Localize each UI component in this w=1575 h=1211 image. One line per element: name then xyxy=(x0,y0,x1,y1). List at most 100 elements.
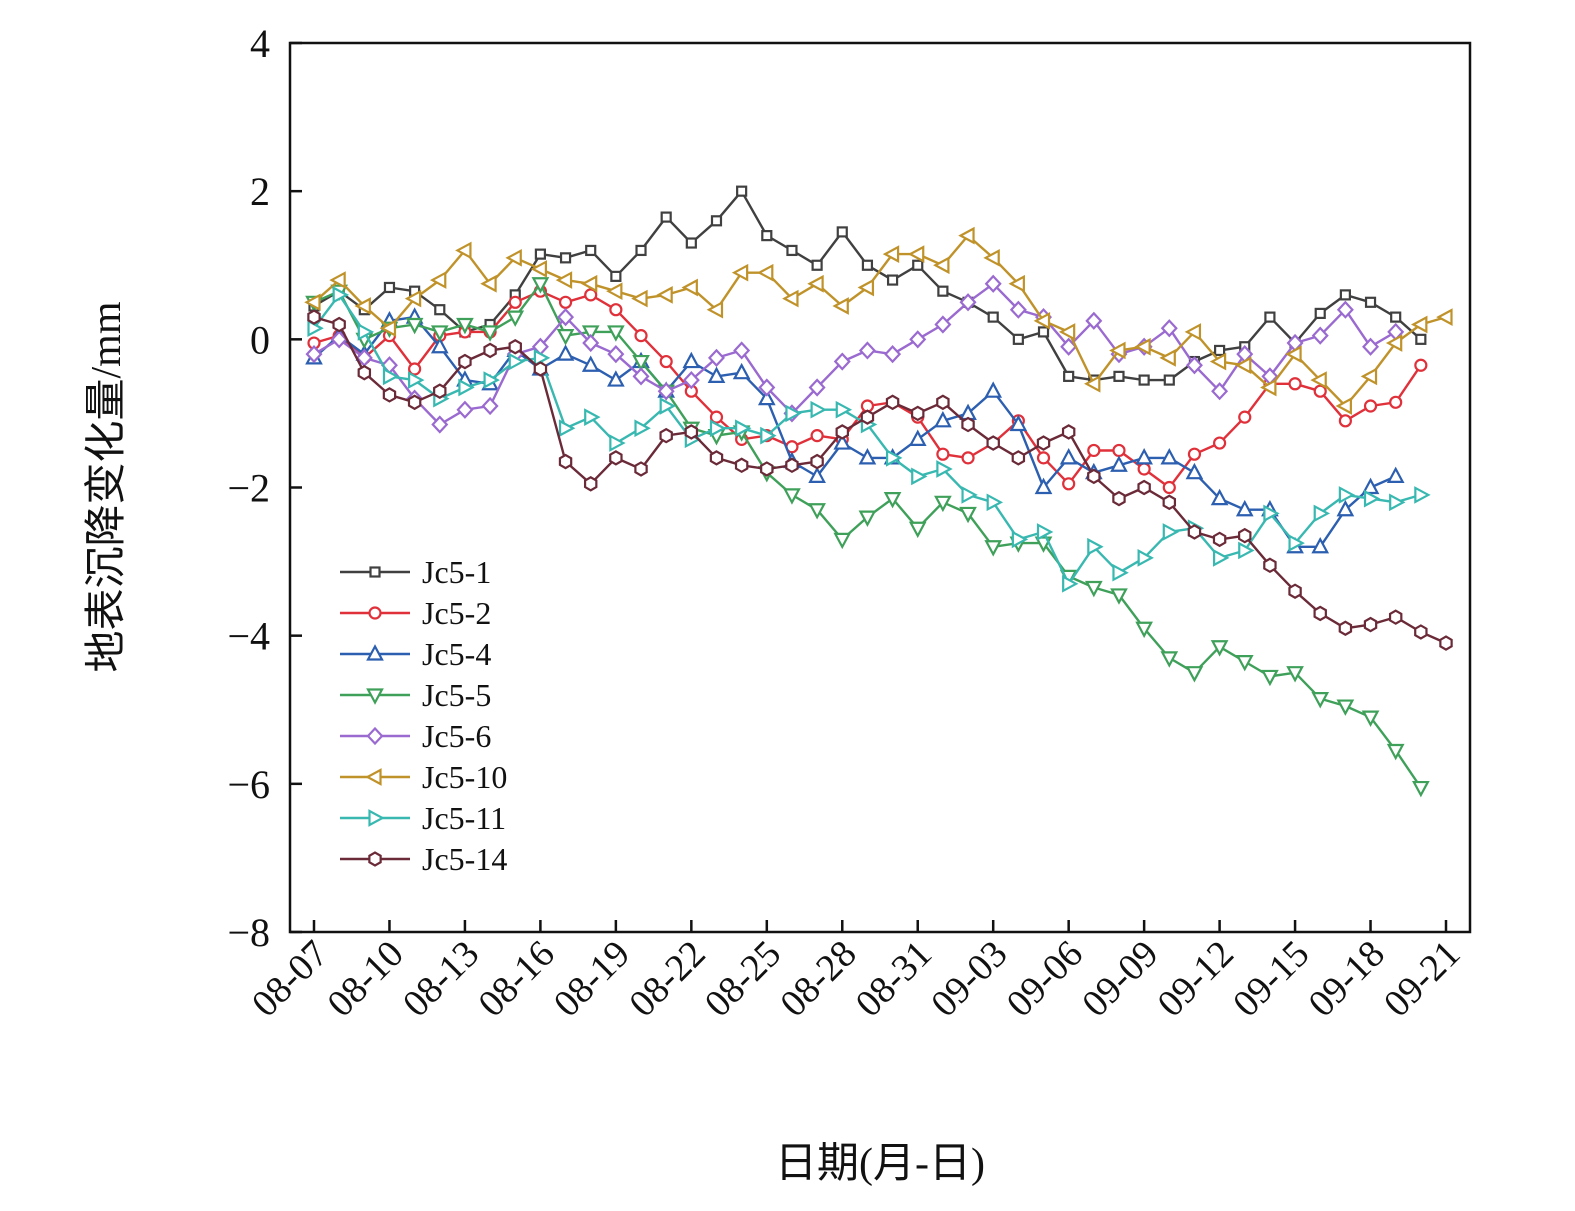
data-point-jc5-11 xyxy=(1011,530,1029,549)
data-point-jc5-6 xyxy=(1160,319,1178,338)
data-point-jc5-11 xyxy=(810,400,827,419)
data-point-jc5-5 xyxy=(1386,743,1405,761)
data-point-jc5-4 xyxy=(1160,448,1179,465)
y-axis: 4 2 0 −2 −4 −6 −8 xyxy=(227,21,302,955)
data-point-jc5-5 xyxy=(481,325,499,342)
data-point-jc5-1 xyxy=(1415,333,1427,345)
data-point-jc5-11 xyxy=(961,486,978,504)
series-jc5-10 xyxy=(304,226,1453,415)
x-tick-label: 09-12 xyxy=(1150,933,1242,1025)
legend-marker xyxy=(366,688,384,705)
data-point-jc5-1 xyxy=(1339,289,1351,301)
data-point-jc5-6 xyxy=(305,345,323,364)
data-point-jc5-6 xyxy=(481,396,499,416)
data-point-jc5-14 xyxy=(332,316,346,333)
data-point-jc5-10 xyxy=(706,300,724,319)
data-point-jc5-14 xyxy=(1263,557,1277,574)
data-point-jc5-6 xyxy=(557,307,575,327)
data-point-jc5-14 xyxy=(1061,424,1076,440)
data-point-jc5-1 xyxy=(736,185,748,197)
data-point-jc5-10 xyxy=(832,297,849,315)
data-point-jc5-14 xyxy=(709,450,724,466)
data-point-jc5-6 xyxy=(1060,337,1078,356)
x-tick-label: 08-25 xyxy=(697,933,789,1025)
data-point-jc5-10 xyxy=(606,282,623,301)
data-point-jc5-4 xyxy=(1059,448,1078,465)
data-point-jc5-14 xyxy=(911,405,925,422)
data-point-jc5-10 xyxy=(379,319,397,338)
data-point-jc5-5 xyxy=(430,325,449,342)
data-point-jc5-1 xyxy=(937,285,949,297)
data-point-jc5-11 xyxy=(634,419,651,438)
data-point-jc5-10 xyxy=(631,289,648,308)
data-point-jc5-1 xyxy=(1037,326,1050,338)
data-point-jc5-4 xyxy=(1210,488,1229,506)
data-point-jc5-10 xyxy=(656,286,673,304)
series-line-jc5-10 xyxy=(313,234,1447,408)
data-point-jc5-14 xyxy=(1338,620,1353,637)
data-point-jc5-6 xyxy=(431,415,449,434)
data-point-jc5-5 xyxy=(783,488,801,505)
data-point-jc5-11 xyxy=(558,419,576,438)
data-point-jc5-6 xyxy=(833,352,851,371)
data-point-jc5-11 xyxy=(1062,574,1079,593)
data-point-jc5-6 xyxy=(884,345,902,364)
data-point-jc5-2 xyxy=(1338,414,1352,428)
data-point-jc5-10 xyxy=(429,271,447,289)
data-point-jc5-4 xyxy=(1361,477,1380,495)
data-point-jc5-5 xyxy=(833,532,852,550)
series-line-jc5-4 xyxy=(313,315,1397,548)
data-point-jc5-4 xyxy=(1185,462,1204,480)
data-point-jc5-14 xyxy=(433,383,447,399)
data-point-jc5-11 xyxy=(1036,523,1054,541)
data-point-jc5-14 xyxy=(684,424,699,440)
data-point-jc5-14 xyxy=(961,416,975,433)
data-point-jc5-4 xyxy=(581,355,600,372)
data-point-jc5-5 xyxy=(1084,580,1103,598)
data-point-jc5-4 xyxy=(556,344,575,361)
data-point-jc5-14 xyxy=(1137,479,1151,496)
data-point-jc5-14 xyxy=(1238,527,1252,544)
data-point-jc5-1 xyxy=(836,226,848,238)
y-tick-label: −8 xyxy=(227,910,270,955)
data-point-jc5-6 xyxy=(1085,311,1103,330)
data-point-jc5-1 xyxy=(1138,374,1150,386)
data-point-jc5-10 xyxy=(505,249,522,267)
data-point-jc5-1 xyxy=(585,244,597,257)
data-point-jc5-11 xyxy=(835,400,853,419)
legend-label: Jc5-5 xyxy=(422,677,491,713)
data-point-jc5-11 xyxy=(1288,534,1305,552)
data-point-jc5-10 xyxy=(1436,308,1453,326)
data-point-jc5-1 xyxy=(685,237,697,249)
data-point-jc5-10 xyxy=(1335,397,1352,415)
data-point-jc5-2 xyxy=(1212,436,1227,450)
data-point-jc5-4 xyxy=(1235,499,1254,517)
x-tick-label: 09-03 xyxy=(923,933,1015,1025)
data-point-jc5-2 xyxy=(1112,443,1126,458)
legend-label: Jc5-4 xyxy=(422,636,491,672)
data-point-jc5-2 xyxy=(709,410,724,424)
data-point-jc5-1 xyxy=(1113,370,1125,382)
legend-marker xyxy=(368,606,382,620)
data-point-jc5-4 xyxy=(1034,477,1053,495)
x-tick-label: 08-16 xyxy=(470,933,562,1025)
data-point-jc5-4 xyxy=(430,336,449,354)
x-axis: 08-0708-1008-1308-1608-1908-2208-2508-28… xyxy=(244,920,1468,1025)
data-point-jc5-2 xyxy=(936,447,950,461)
data-point-jc5-6 xyxy=(984,274,1002,293)
legend-item-jc5-4: Jc5-4 xyxy=(340,636,491,672)
data-point-jc5-10 xyxy=(354,297,371,315)
legend-marker xyxy=(365,768,382,786)
x-tick-label: 09-18 xyxy=(1301,933,1393,1025)
x-axis-title: 日期(月-日) xyxy=(775,1141,985,1187)
data-point-jc5-10 xyxy=(782,289,799,308)
data-point-jc5-5 xyxy=(556,329,575,346)
data-point-jc5-10 xyxy=(1184,323,1202,341)
data-point-jc5-1 xyxy=(786,244,798,257)
data-point-jc5-4 xyxy=(908,429,927,446)
data-point-jc5-14 xyxy=(1187,524,1202,540)
legend: Jc5-1 Jc5-2 Jc5-4 Jc5-5 Jc5-6 Jc5-10 Jc5-11 Jc5… xyxy=(340,554,507,877)
data-point-jc5-5 xyxy=(632,354,650,372)
data-point-jc5-6 xyxy=(582,333,600,353)
